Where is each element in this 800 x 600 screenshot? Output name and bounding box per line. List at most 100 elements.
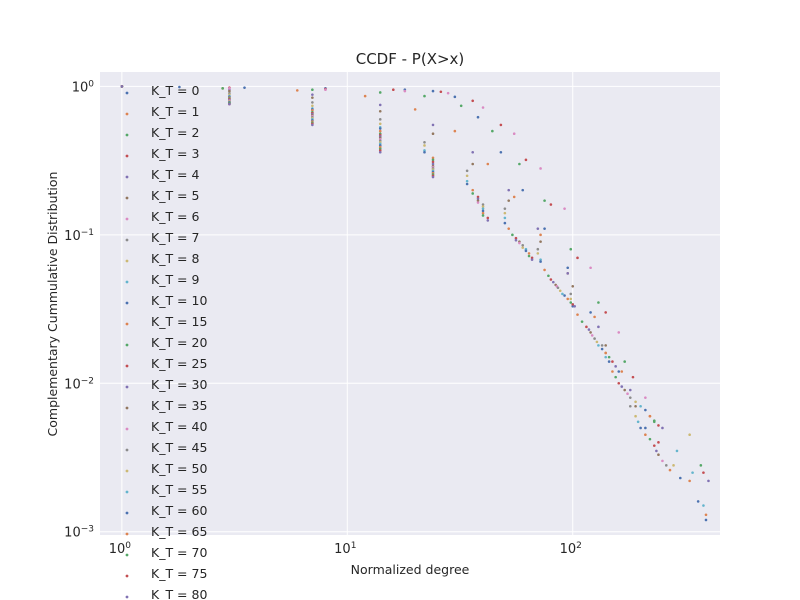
data-point bbox=[120, 85, 124, 88]
data-point bbox=[604, 351, 607, 355]
data-point bbox=[221, 87, 224, 90]
legend-marker bbox=[125, 553, 129, 557]
data-point bbox=[590, 334, 594, 337]
data-point bbox=[499, 123, 503, 127]
legend-item: K_T = 35 bbox=[125, 398, 207, 413]
data-point bbox=[378, 109, 382, 113]
legend-item: K_T = 7 bbox=[125, 230, 199, 245]
data-point bbox=[311, 88, 314, 91]
data-point bbox=[431, 89, 435, 93]
data-point bbox=[628, 396, 632, 399]
data-point bbox=[626, 392, 629, 396]
y-tick-labels: 100 10−1 10−2 10−3 bbox=[64, 79, 94, 540]
data-point bbox=[617, 381, 621, 385]
data-point bbox=[644, 408, 647, 412]
data-point bbox=[628, 404, 632, 408]
data-point bbox=[439, 90, 443, 94]
legend-label: K_T = 60 bbox=[151, 503, 207, 518]
data-point bbox=[465, 179, 469, 183]
data-point bbox=[688, 479, 691, 483]
legend-item: K_T = 55 bbox=[125, 482, 207, 497]
data-point bbox=[702, 471, 705, 474]
data-point bbox=[481, 214, 485, 217]
data-point bbox=[699, 464, 703, 467]
data-point bbox=[476, 195, 480, 199]
data-point bbox=[549, 203, 553, 206]
data-point bbox=[661, 459, 664, 463]
data-point bbox=[573, 304, 576, 308]
data-point bbox=[595, 340, 599, 344]
data-point bbox=[503, 211, 507, 215]
legend-label: K_T = 0 bbox=[151, 83, 200, 98]
data-point bbox=[524, 158, 528, 162]
data-point bbox=[704, 513, 708, 517]
data-point bbox=[521, 246, 525, 249]
data-point bbox=[378, 150, 382, 154]
data-point bbox=[569, 301, 573, 304]
data-point bbox=[476, 115, 480, 119]
data-point bbox=[539, 167, 542, 170]
data-point bbox=[446, 91, 450, 95]
data-point bbox=[587, 328, 591, 331]
y-tick-label: 10−3 bbox=[64, 525, 94, 541]
legend-marker bbox=[125, 385, 129, 389]
data-point bbox=[552, 280, 555, 284]
legend-item: K_T = 30 bbox=[125, 377, 207, 392]
data-point bbox=[503, 207, 507, 210]
legend-item: K_T = 40 bbox=[125, 419, 207, 434]
data-point bbox=[620, 370, 624, 373]
legend-marker bbox=[125, 91, 129, 95]
data-point bbox=[431, 123, 435, 127]
x-tick-label: 102 bbox=[560, 541, 582, 557]
data-point bbox=[657, 424, 660, 427]
data-point bbox=[423, 94, 426, 98]
x-tick-label: 100 bbox=[109, 541, 132, 557]
data-point bbox=[679, 476, 682, 480]
data-point bbox=[511, 233, 514, 237]
legend-marker bbox=[125, 259, 129, 263]
data-point bbox=[569, 292, 573, 296]
data-point bbox=[481, 209, 485, 213]
data-point bbox=[486, 216, 490, 220]
data-point bbox=[664, 464, 668, 467]
data-point bbox=[704, 518, 708, 522]
data-point bbox=[556, 286, 560, 290]
data-point bbox=[597, 344, 600, 347]
data-point bbox=[471, 162, 475, 166]
data-point bbox=[378, 103, 382, 107]
legend-label: K_T = 65 bbox=[151, 524, 207, 539]
y-tick-label: 10−2 bbox=[64, 376, 94, 392]
series-points bbox=[120, 85, 710, 483]
legend-marker bbox=[125, 343, 129, 347]
data-point bbox=[431, 132, 435, 136]
data-point bbox=[536, 247, 540, 251]
legend-marker bbox=[125, 448, 129, 452]
data-point bbox=[378, 129, 382, 133]
y-axis-label: Complementary Cummulative Distribution bbox=[45, 172, 60, 437]
legend-label: K_T = 6 bbox=[151, 209, 200, 224]
legend-label: K_T = 2 bbox=[151, 125, 199, 140]
data-point bbox=[453, 95, 457, 99]
legend-marker bbox=[125, 469, 129, 473]
data-point bbox=[481, 106, 485, 109]
data-point bbox=[476, 197, 480, 201]
data-point bbox=[607, 355, 611, 359]
data-point bbox=[634, 414, 637, 418]
x-tick-labels: 100 101 102 bbox=[109, 541, 582, 557]
series-points bbox=[120, 85, 660, 444]
data-point bbox=[521, 243, 525, 247]
data-point bbox=[623, 388, 626, 392]
data-point bbox=[620, 385, 624, 388]
legend-item: K_T = 50 bbox=[125, 461, 207, 476]
data-point bbox=[536, 252, 540, 255]
legend-marker bbox=[125, 301, 129, 305]
legend-item: K_T = 15 bbox=[125, 314, 207, 329]
data-point bbox=[431, 162, 435, 166]
data-points bbox=[120, 85, 710, 522]
legend-marker bbox=[125, 406, 129, 410]
data-point bbox=[378, 122, 382, 126]
data-point bbox=[655, 449, 658, 453]
data-point bbox=[530, 258, 534, 261]
data-point bbox=[507, 227, 511, 230]
legend-item: K_T = 5 bbox=[125, 188, 199, 203]
